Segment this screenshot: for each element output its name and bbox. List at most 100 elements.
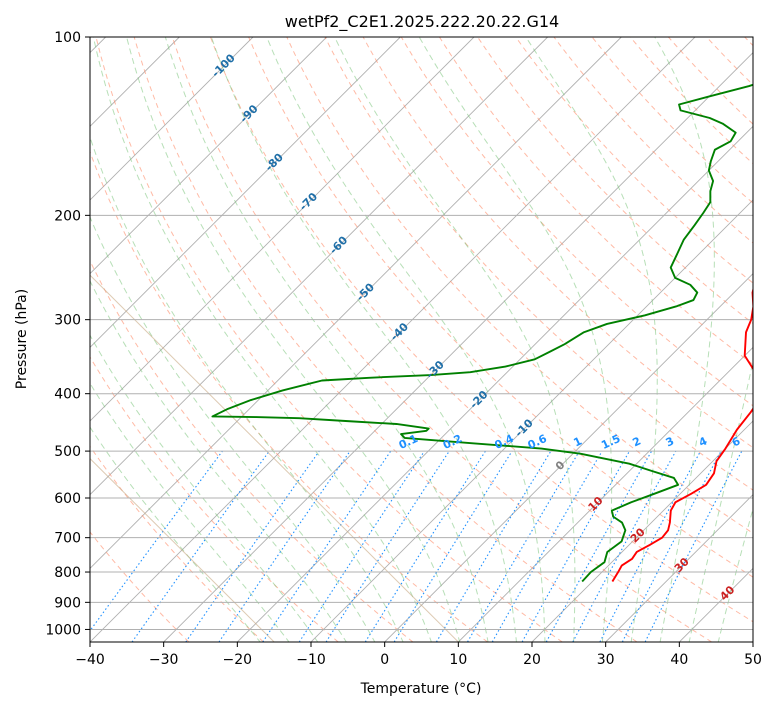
isotherm-label: -70 xyxy=(297,190,320,213)
isotherm-line xyxy=(90,37,696,642)
moist-adiabat-line xyxy=(210,37,517,642)
mixing-ratio-line xyxy=(545,450,653,642)
y-tick-label: 700 xyxy=(54,531,81,547)
isotherm-line xyxy=(384,273,753,642)
isotherm-line xyxy=(90,37,475,422)
isotherm-line xyxy=(90,37,548,496)
y-tick-label: 600 xyxy=(54,491,81,507)
moist-adiabat-line xyxy=(90,135,404,642)
isotherm-line xyxy=(458,346,753,642)
moist-adiabat-line xyxy=(688,358,753,642)
isotherm-label: -60 xyxy=(327,233,350,256)
mixing-ratio-label: 1.5 xyxy=(599,432,622,452)
mixing-ratio-line xyxy=(572,450,677,642)
isotherm-label: -80 xyxy=(263,150,286,173)
moist-adiabat-line xyxy=(266,37,546,642)
line-labels: -100-90-80-70-60-50-40-30-20-10010203040… xyxy=(209,51,743,603)
moist-adiabat-line xyxy=(90,279,347,642)
y-axis: 100 200 300 400 500 600 700 800 900 1000 xyxy=(45,30,90,638)
y-tick-label: 400 xyxy=(54,387,81,403)
moist-adiabat-line xyxy=(92,37,432,642)
dry-adiabat-line xyxy=(286,37,753,534)
temperature-line xyxy=(611,286,753,582)
moist-adiabat-line xyxy=(418,37,613,642)
dry-adiabat-line xyxy=(324,37,753,491)
dry-adiabat-line xyxy=(477,37,753,325)
moist-adiabat-line xyxy=(90,426,261,642)
isotherm-label: -50 xyxy=(354,280,377,303)
isotherm-line xyxy=(752,641,753,642)
isotherm-label: -100 xyxy=(209,51,238,80)
dry-adiabat-line xyxy=(400,37,753,407)
moist-adiabat-line xyxy=(717,506,753,642)
dewpoint-line xyxy=(211,83,753,583)
sounding-profiles xyxy=(211,83,753,583)
mixing-ratio-line xyxy=(435,450,552,642)
x-tick-label: 40 xyxy=(670,652,688,668)
isotherm-label: -90 xyxy=(237,102,260,125)
mixing-ratio-line xyxy=(325,450,450,642)
mixing-ratio-label: 3 xyxy=(664,434,676,449)
moist-adiabat-line xyxy=(90,334,319,642)
isotherm-line xyxy=(531,420,753,642)
x-tick-label: −30 xyxy=(149,652,179,668)
x-axis-label: Temperature (°C) xyxy=(360,681,482,697)
mixing-ratio-label: 0.4 xyxy=(493,432,516,452)
mixing-ratio-line xyxy=(90,450,223,632)
y-tick-label: 100 xyxy=(54,30,81,46)
x-tick-label: 50 xyxy=(744,652,762,668)
moist-adiabat-line xyxy=(334,37,576,642)
dry-adiabat-line xyxy=(248,37,753,578)
y-tick-label: 1000 xyxy=(45,622,81,638)
mixing-ratio-label: 6 xyxy=(730,434,743,449)
chart-title: wetPf2_C2E1.2025.222.20.22.G14 xyxy=(285,12,559,32)
y-tick-label: 800 xyxy=(54,565,81,581)
moist-adiabat-line xyxy=(126,37,461,642)
dry-adiabat-line xyxy=(591,37,753,204)
x-tick-label: 0 xyxy=(380,652,389,668)
mixing-ratio-line xyxy=(491,450,603,642)
mixing-ratio-line xyxy=(467,450,580,642)
moist-adiabat-line xyxy=(90,215,376,642)
x-tick-label: −40 xyxy=(75,652,105,668)
x-tick-label: 20 xyxy=(523,652,541,668)
dry-adiabat-line xyxy=(210,37,753,623)
isotherm-line xyxy=(90,37,327,275)
dry-adiabat-line xyxy=(95,37,563,642)
mixing-ratio-label: 0.1 xyxy=(397,432,420,452)
isotherm-label: -40 xyxy=(388,320,411,343)
mixing-ratio-line xyxy=(185,450,320,642)
isotherm-line xyxy=(605,494,753,642)
isotherm-line xyxy=(90,37,254,201)
mixing-ratio-line xyxy=(218,450,351,642)
x-tick-label: −20 xyxy=(223,652,253,668)
x-axis: −40 −30 −20 −10 0 10 20 30 40 50 xyxy=(75,642,762,668)
moist-adiabat-line xyxy=(525,37,658,642)
isotherm-label: 40 xyxy=(717,583,737,603)
dry-adiabat-line xyxy=(515,37,753,284)
mixing-ratio-line xyxy=(262,450,392,642)
moist-adiabat-line xyxy=(164,37,489,642)
y-tick-label: 900 xyxy=(54,595,81,611)
dry-adiabat-line xyxy=(744,37,753,47)
y-tick-label: 200 xyxy=(54,208,81,224)
plot-frame xyxy=(89,36,754,643)
isotherm-label: -30 xyxy=(424,358,447,381)
isotherm-line xyxy=(90,37,401,348)
isotherm-label: 10 xyxy=(586,494,606,514)
mixing-ratio-line xyxy=(131,450,270,642)
dry-adiabat-line xyxy=(439,37,753,366)
pressure-gridlines xyxy=(90,36,753,630)
x-tick-label: 10 xyxy=(449,652,467,668)
dry-adiabat-line xyxy=(668,37,753,125)
isotherm-line xyxy=(310,199,753,642)
dry-adiabat-line xyxy=(90,445,264,642)
dry-adiabat-line xyxy=(90,259,414,642)
dry-adiabat-line xyxy=(706,37,753,86)
reference-curve-line xyxy=(90,457,275,642)
y-axis-label: Pressure (hPa) xyxy=(14,289,30,389)
mixing-ratio-label: 1 xyxy=(572,434,584,449)
y-tick-label: 300 xyxy=(54,313,81,329)
dry-adiabat-line xyxy=(90,531,190,642)
